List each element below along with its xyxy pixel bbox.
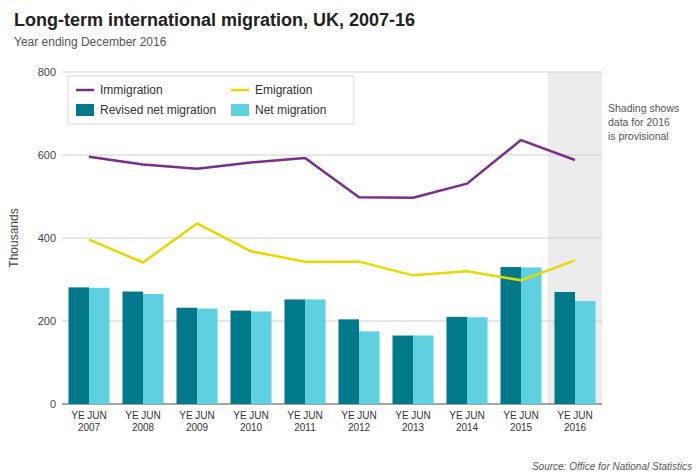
bar bbox=[359, 331, 380, 404]
text-line: 2010 bbox=[240, 422, 263, 433]
bar bbox=[197, 309, 218, 404]
source: Source: Office for National Statistics bbox=[532, 461, 692, 472]
legend-label: Net migration bbox=[255, 103, 326, 117]
bar bbox=[176, 308, 197, 404]
bar bbox=[251, 311, 272, 404]
text-line: data for 2016 bbox=[608, 116, 670, 128]
legend-swatch bbox=[231, 104, 249, 116]
y-axis-label: Thousands bbox=[7, 208, 21, 267]
text-line: YE JUN bbox=[449, 410, 485, 421]
bar bbox=[305, 299, 326, 404]
y-tick-label: 200 bbox=[38, 315, 56, 327]
bar bbox=[89, 288, 110, 404]
bar bbox=[467, 317, 488, 404]
text-line: YE JUN bbox=[71, 410, 107, 421]
y-tick-label: 400 bbox=[38, 232, 56, 244]
text-line: YE JUN bbox=[233, 410, 269, 421]
text-line: is provisional bbox=[608, 130, 669, 142]
y-tick-label: 800 bbox=[38, 66, 56, 78]
x-tick-label: YE JUN2013 bbox=[395, 410, 431, 433]
text-line: Shading shows bbox=[608, 102, 679, 114]
grid-line bbox=[62, 72, 602, 73]
bar bbox=[500, 267, 521, 404]
x-tick-label: YE JUN2014 bbox=[449, 410, 485, 433]
text-line: YE JUN bbox=[395, 410, 431, 421]
line bbox=[89, 140, 575, 198]
x-tick-label: YE JUN2016 bbox=[557, 410, 593, 433]
text-line: 2016 bbox=[564, 422, 587, 433]
subtitle: Year ending December 2016 bbox=[14, 35, 167, 49]
legend-swatch bbox=[76, 89, 94, 92]
legend-label: Immigration bbox=[100, 83, 163, 97]
line bbox=[89, 223, 575, 280]
text-line: 2013 bbox=[402, 422, 425, 433]
text-line: 2014 bbox=[456, 422, 479, 433]
bar bbox=[68, 287, 89, 404]
bar bbox=[521, 267, 542, 404]
text-line: YE JUN bbox=[341, 410, 377, 421]
bar bbox=[413, 336, 434, 404]
x-tick-label: YE JUN2011 bbox=[287, 410, 323, 433]
legend-swatch bbox=[231, 89, 249, 92]
legend: Immigration Emigration Revised net migrati… bbox=[68, 76, 354, 124]
bar bbox=[554, 292, 575, 404]
text-line: YE JUN bbox=[503, 410, 539, 421]
text-line: YE JUN bbox=[287, 410, 323, 421]
annotation: Shading shows data for 2016 is provisional bbox=[608, 102, 679, 142]
bar bbox=[284, 299, 305, 404]
legend-box bbox=[68, 76, 354, 124]
legend-swatch bbox=[76, 104, 94, 116]
grid-line bbox=[62, 238, 602, 239]
text-line: YE JUN bbox=[557, 410, 593, 421]
grid-line bbox=[62, 155, 602, 156]
bar bbox=[143, 294, 164, 404]
text-line: 2015 bbox=[510, 422, 533, 433]
x-tick-label: YE JUN2015 bbox=[503, 410, 539, 433]
text-line: YE JUN bbox=[125, 410, 161, 421]
x-tick-label: YE JUN2009 bbox=[179, 410, 215, 433]
text-line: 2011 bbox=[294, 422, 316, 433]
x-tick-label: YE JUN2007 bbox=[71, 410, 107, 433]
bar bbox=[122, 292, 143, 404]
chart: Long-term international migration, UK, 2… bbox=[0, 0, 700, 476]
text-line: 2009 bbox=[186, 422, 209, 433]
bar bbox=[446, 317, 467, 404]
x-tick-label: YE JUN2010 bbox=[233, 410, 269, 433]
text-line: 2012 bbox=[348, 422, 371, 433]
marks bbox=[68, 140, 595, 404]
bar bbox=[338, 319, 359, 404]
bar bbox=[575, 301, 596, 404]
legend-label: Emigration bbox=[255, 83, 312, 97]
x-tick-label: YE JUN2012 bbox=[341, 410, 377, 433]
bar bbox=[392, 336, 413, 404]
text-line: YE JUN bbox=[179, 410, 215, 421]
title: Long-term international migration, UK, 2… bbox=[14, 10, 415, 30]
y-tick-label: 0 bbox=[50, 398, 56, 410]
text-line: 2007 bbox=[78, 422, 101, 433]
legend-label: Revised net migration bbox=[100, 103, 216, 117]
text-line: 2008 bbox=[132, 422, 155, 433]
y-tick-label: 600 bbox=[38, 149, 56, 161]
bar bbox=[230, 311, 251, 404]
x-tick-label: YE JUN2008 bbox=[125, 410, 161, 433]
